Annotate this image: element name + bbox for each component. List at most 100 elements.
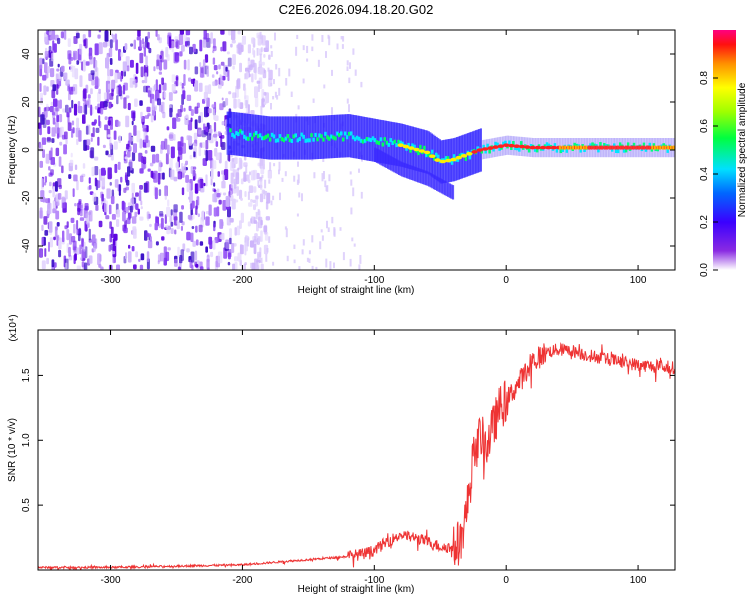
spectrogram-noise-cell — [263, 101, 267, 105]
spectrogram-noise-cell — [44, 51, 49, 60]
spectrogram-core-cell — [583, 148, 586, 152]
spectrogram-noise-cell — [187, 214, 193, 220]
spectrogram-faint-cell — [284, 226, 287, 230]
spectrogram-faint-cell — [346, 98, 349, 104]
spectrogram-noise-cell — [192, 240, 196, 247]
spectrogram-noise-cell — [209, 240, 213, 250]
spectrogram-hot-cell — [429, 154, 436, 158]
spectrogram-noise-cell — [228, 91, 232, 95]
spectrogram-noise-cell — [40, 250, 43, 258]
spectrogram-noise-cell — [211, 104, 215, 108]
spectrogram-tail-cell — [577, 145, 580, 150]
spectrogram-noise-cell — [83, 241, 86, 252]
spectrogram-faint-cell — [278, 87, 281, 96]
spectrogram-noise-cell — [95, 60, 98, 72]
spectrogram-core-cell — [379, 137, 383, 142]
spectrogram-band-cell — [232, 112, 236, 156]
spectrogram-core-cell — [302, 134, 305, 139]
spectrogram-core-cell — [280, 137, 284, 142]
spectrogram-noise-cell — [116, 95, 119, 105]
spectrogram-core-cell — [326, 135, 329, 140]
spectrogram-faint-cell — [342, 252, 345, 261]
spectrogram-noise-cell — [123, 187, 127, 193]
spectrogram-noise-cell — [194, 119, 198, 130]
spectrogram-noise-cell — [84, 262, 88, 270]
spectrogram-core-cell — [251, 136, 254, 141]
spectrogram-noise-cell — [173, 204, 178, 213]
spectrogram-noise-cell — [63, 144, 67, 155]
spectrogram-noise-cell — [134, 211, 138, 218]
spectrogram-noise-cell — [121, 200, 125, 211]
spectrogram-noise-cell — [177, 109, 182, 118]
spectrogram-noise-cell — [201, 210, 205, 222]
spectrogram-noise-cell — [88, 228, 91, 241]
spectrogram-faint-cell — [284, 171, 287, 177]
spectrogram-core-cell — [304, 138, 307, 143]
spectrogram-band-cell — [242, 113, 245, 157]
spectrogram-noise-cell — [50, 147, 53, 158]
spectrogram-noise-cell — [261, 98, 265, 108]
spectrogram-noise-cell — [92, 192, 97, 202]
spectrogram-noise-cell — [263, 224, 268, 235]
spectrogram-noise-cell — [100, 101, 105, 109]
spectrogram-noise-cell — [254, 96, 259, 108]
spectrogram-noise-cell — [159, 252, 165, 262]
spectrogram-noise-cell — [205, 149, 208, 162]
spectrogram-core-cell — [516, 146, 519, 151]
spectrogram-noise-cell — [165, 153, 169, 165]
spectrogram-noise-cell — [232, 263, 236, 270]
spectrogram-noise-cell — [118, 84, 122, 95]
spectrogram-band-cell — [247, 113, 250, 157]
spectrogram-noise-cell — [250, 110, 255, 115]
spectrogram-faint-cell — [358, 264, 361, 270]
spectrogram-noise-cell — [143, 41, 147, 50]
spectrogram-noise-cell — [158, 71, 162, 75]
spectrogram-faint-cell — [301, 193, 303, 202]
spectrogram-core-cell — [231, 132, 234, 137]
spectrogram-noise-cell — [114, 72, 118, 84]
spectrogram-core-cell — [298, 137, 301, 141]
spectrogram-noise-cell — [247, 104, 250, 116]
spectrogram-core-cell — [565, 148, 568, 153]
spectrogram-secondary-cell — [432, 174, 436, 190]
spectrogram-noise-cell — [204, 85, 209, 95]
spectrogram-core-cell — [270, 132, 274, 137]
spectrogram-noise-cell — [194, 66, 199, 75]
spectrogram-noise-cell — [222, 174, 225, 182]
spectrogram-noise-cell — [253, 243, 257, 255]
spectrogram-noise-cell — [134, 98, 138, 107]
spectrogram-noise-cell — [175, 76, 179, 87]
spectrogram-noise-cell — [90, 147, 95, 159]
spectrogram-hot-cell — [423, 150, 431, 155]
spectrogram-noise-cell — [140, 206, 143, 210]
spectrogram-noise-cell — [153, 170, 158, 183]
spectrogram-faint-cell — [257, 180, 260, 187]
spectrogram-noise-cell — [102, 41, 108, 48]
spectrogram-faint-cell — [293, 244, 296, 249]
spectrogram-noise-cell — [103, 92, 108, 100]
spectrogram-core-cell — [419, 144, 422, 149]
spectrogram-noise-cell — [188, 77, 192, 82]
spectrogram-faint-cell — [272, 261, 275, 266]
spectrogram-noise-cell — [66, 221, 69, 228]
spectrogram-faint-cell — [349, 258, 352, 267]
spectrogram-noise-cell — [226, 51, 230, 55]
spectrogram-noise-cell — [196, 196, 200, 206]
spectrogram-noise-cell — [38, 122, 41, 129]
spectrogram-tail-cell — [593, 145, 596, 150]
spectrogram-faint-cell — [296, 34, 299, 39]
spectrogram-noise-cell — [72, 240, 77, 251]
spectrogram-noise-cell — [218, 84, 222, 89]
spectrogram-noise-cell — [217, 251, 223, 264]
spectrogram-noise-cell — [173, 52, 178, 64]
spectrogram-core-cell — [361, 139, 365, 144]
spectrogram-noise-cell — [55, 181, 58, 192]
spectrogram-noise-cell — [57, 37, 61, 45]
spectrogram-noise-cell — [265, 92, 269, 104]
spectrogram-tail-cell — [672, 145, 675, 150]
spectrogram-noise-cell — [133, 264, 137, 270]
spectrogram-secondary-cell — [399, 161, 402, 176]
spectrogram-core-cell — [296, 138, 299, 143]
spectrogram-faint-cell — [290, 91, 293, 97]
spectrogram-faint-cell — [259, 53, 262, 62]
